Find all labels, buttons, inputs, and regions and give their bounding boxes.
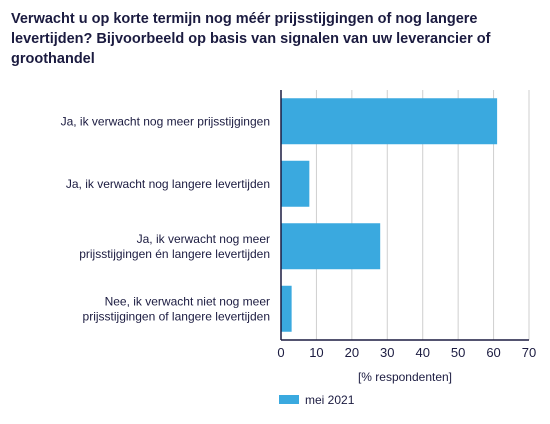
category-label: Nee, ik verwacht niet nog meer prijsstijg… <box>83 294 270 323</box>
x-axis <box>280 90 529 341</box>
bar <box>281 160 310 207</box>
x-tick-label: 10 <box>309 345 323 360</box>
x-tick-label: 70 <box>522 345 536 360</box>
x-tick-label: 60 <box>486 345 500 360</box>
bar <box>281 223 381 270</box>
x-tick-label: 20 <box>345 345 359 360</box>
x-tick-label: 30 <box>380 345 394 360</box>
bar <box>281 285 292 332</box>
x-tick-label: 50 <box>451 345 465 360</box>
category-label-line: Ja, ik verwacht nog meer <box>137 232 270 246</box>
x-tick-label: 40 <box>415 345 429 360</box>
category-label-line: prijsstijgingen én langere levertijden <box>79 247 270 261</box>
category-label-line: Ja, ik verwacht nog langere levertijden <box>66 177 270 191</box>
x-tick-labels: 0 10 20 30 40 50 60 70 <box>277 345 536 360</box>
legend-label: mei 2021 <box>305 393 355 407</box>
category-label-line: prijsstijgingen of langere levertijden <box>83 309 270 323</box>
category-label: Ja, ik verwacht nog meer prijsstijgingen <box>61 114 270 128</box>
category-label-line: Nee, ik verwacht niet nog meer <box>105 294 270 308</box>
bars <box>281 98 498 332</box>
x-axis-label: [% respondenten] <box>358 370 452 384</box>
legend-swatch <box>279 395 299 404</box>
legend: mei 2021 <box>279 393 355 407</box>
category-label: Ja, ik verwacht nog langere levertijden <box>66 177 270 191</box>
bar <box>281 98 498 145</box>
category-labels: Ja, ik verwacht nog meer prijsstijgingen… <box>61 114 270 323</box>
chart-title: Verwacht u op korte termijn nog méér pri… <box>11 11 491 67</box>
category-label: Ja, ik verwacht nog meer prijsstijgingen … <box>79 232 270 261</box>
category-label-line: Ja, ik verwacht nog meer prijsstijgingen <box>61 114 270 128</box>
x-tick-label: 0 <box>277 345 284 360</box>
